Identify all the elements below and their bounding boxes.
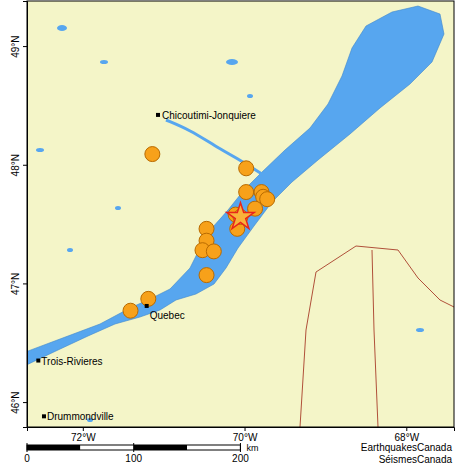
- y-axis-line: [23, 2, 28, 428]
- lake: [115, 206, 121, 210]
- x-axis: 72°W 70°W 68°W: [28, 427, 455, 443]
- map-container: Chicoutimi-Jonquiere Quebec Trois-Rivieres…: [0, 0, 455, 467]
- y-tick: 48°N: [10, 154, 27, 176]
- event-circle: [239, 185, 254, 200]
- scale-bar-label: 200: [232, 453, 249, 464]
- lake: [226, 59, 238, 65]
- events: [123, 147, 275, 319]
- y-tick-label: 49°N: [10, 35, 21, 57]
- y-tick-label: 46°N: [10, 391, 21, 413]
- lake: [57, 25, 67, 31]
- x-tick-mark: [83, 427, 84, 431]
- lake: [247, 94, 253, 98]
- event-circle: [260, 192, 275, 207]
- lake: [100, 60, 108, 64]
- place-label: Chicoutimi-Jonquiere: [162, 110, 256, 121]
- event-circle: [123, 303, 138, 318]
- scale-bar-segment: [27, 445, 80, 450]
- place-label: Quebec: [150, 310, 185, 321]
- y-tick-mark: [23, 283, 27, 284]
- scale-bar-unit: km: [246, 443, 258, 453]
- event-circle: [199, 268, 214, 283]
- y-tick: 47°N: [10, 273, 27, 295]
- place-label: Drummondville: [47, 411, 114, 422]
- scale-bar: 0 100 200km: [24, 443, 258, 464]
- places: Chicoutimi-Jonquiere Quebec Trois-Rivieres…: [36, 110, 256, 422]
- map-svg: Chicoutimi-Jonquiere Quebec Trois-Rivieres…: [0, 0, 455, 467]
- place-marker: [145, 304, 149, 308]
- x-tick-label: 70°W: [233, 432, 258, 443]
- y-tick-mark: [23, 402, 27, 403]
- boundary: [300, 246, 454, 427]
- x-tick: 72°W: [71, 427, 96, 443]
- lake: [416, 328, 424, 332]
- scale-bar-segment: [80, 445, 133, 450]
- x-tick: 70°W: [233, 427, 258, 443]
- x-tick-mark: [406, 427, 407, 431]
- y-tick-label: 47°N: [10, 273, 21, 295]
- x-tick-label: 72°W: [71, 432, 96, 443]
- frame: [27, 1, 454, 427]
- y-tick: 46°N: [10, 391, 27, 413]
- y-tick-mark: [23, 46, 27, 47]
- credit: SéismesCanada: [379, 454, 453, 465]
- event-circle: [239, 161, 254, 176]
- scale-bar-label: 0: [24, 453, 30, 464]
- y-tick-mark: [23, 165, 27, 166]
- lake: [67, 248, 73, 252]
- x-tick-mark: [245, 427, 246, 431]
- main-event-star: [227, 203, 254, 229]
- place-marker: [36, 359, 40, 363]
- scale-bar-tick: [240, 443, 241, 452]
- scale-bar-tick: [133, 443, 134, 452]
- scale-bar-tick: [27, 443, 28, 452]
- x-axis-line: [28, 428, 455, 432]
- lake: [36, 148, 44, 152]
- place-marker: [42, 414, 46, 418]
- y-axis: 46°N 47°N 48°N 49°N: [10, 2, 28, 428]
- scale-bar-segment: [187, 445, 240, 450]
- boundary: [372, 250, 378, 427]
- x-tick: 68°W: [395, 427, 420, 443]
- river: [27, 6, 444, 368]
- credit: EarthquakesCanada: [361, 442, 453, 453]
- event-circle: [145, 147, 160, 162]
- scale-bar-segment: [134, 445, 187, 450]
- place-marker: [156, 113, 160, 117]
- event-circle: [206, 244, 221, 259]
- y-tick: 49°N: [10, 35, 27, 57]
- y-tick-label: 48°N: [10, 154, 21, 176]
- place-label: Trois-Rivieres: [41, 356, 102, 367]
- base-map: [27, 1, 454, 427]
- scale-bar-label: 100: [125, 453, 142, 464]
